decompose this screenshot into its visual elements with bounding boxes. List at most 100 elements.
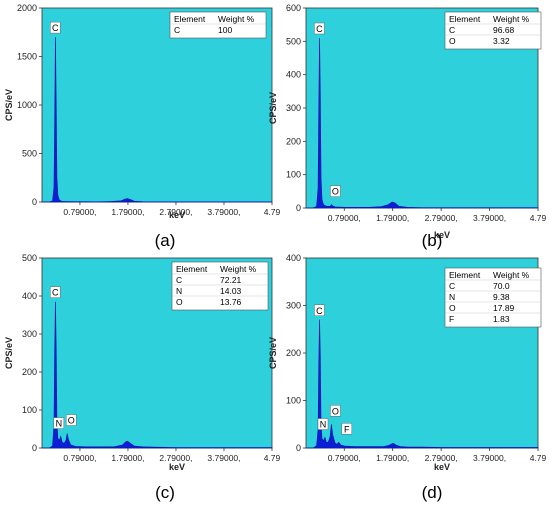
x-tick-label: 3.79000, bbox=[473, 453, 506, 463]
x-tick-label: 0.79000, bbox=[63, 453, 96, 463]
peak-label-c: C bbox=[52, 288, 59, 298]
table-cell-element: F bbox=[449, 314, 454, 324]
table-cell-element: N bbox=[449, 292, 455, 302]
table-header-element: Element bbox=[174, 14, 206, 24]
y-tick-label: 500 bbox=[22, 253, 37, 263]
spectrum-series bbox=[42, 301, 273, 449]
x-tick-label: 2.79000, bbox=[425, 213, 458, 223]
x-tick-label: 2.79000, bbox=[159, 453, 192, 463]
x-tick-label: 4.79 bbox=[530, 453, 547, 463]
x-tick-label: 0.79000, bbox=[328, 213, 361, 223]
peak-label-o: O bbox=[332, 406, 339, 416]
panel-label: (d) bbox=[422, 483, 443, 502]
chart-panel: 0 100 200 300 400 0.79000, 1.79000, 2.79000, 3.7… bbox=[268, 253, 547, 502]
x-tick-label: 3.79000, bbox=[207, 207, 240, 217]
peak-label-c: C bbox=[316, 306, 323, 316]
spectrum-series bbox=[42, 37, 273, 203]
y-axis-label: CPS/eV bbox=[268, 92, 278, 124]
table-cell-weight: 14.03 bbox=[220, 286, 242, 296]
table-cell-element: C bbox=[174, 25, 180, 35]
x-axis-label: keV bbox=[169, 210, 185, 220]
table-header-weight: Weight % bbox=[493, 14, 530, 24]
y-tick-label: 500 bbox=[286, 36, 301, 46]
peak-label-box bbox=[314, 304, 325, 316]
table-cell-weight: 96.68 bbox=[493, 25, 515, 35]
table-cell-element: O bbox=[176, 297, 183, 307]
peak-label-c: C bbox=[52, 23, 59, 33]
chart-panel: 0 100 200 300 400 500 0.79000, 1.79000, 2.79000,… bbox=[4, 253, 281, 502]
peak-label-c: C bbox=[316, 24, 323, 34]
x-tick-label: 1.79000, bbox=[376, 213, 409, 223]
plot-area bbox=[41, 7, 273, 203]
x-tick-label: 1.79000, bbox=[111, 207, 144, 217]
x-tick-label: 4.79 bbox=[530, 213, 547, 223]
peak-label-box bbox=[50, 286, 61, 298]
x-axis-label: keV bbox=[169, 462, 185, 472]
peak-label-box bbox=[330, 405, 341, 417]
y-tick-label: 200 bbox=[286, 136, 301, 146]
peak-label-o: O bbox=[68, 416, 75, 426]
table-cell-element: O bbox=[449, 303, 456, 313]
table-cell-element: C bbox=[176, 275, 182, 285]
y-tick-label: 100 bbox=[286, 170, 301, 180]
peak-label-n: N bbox=[320, 420, 327, 430]
y-tick-label: 1000 bbox=[17, 100, 37, 110]
x-tick-label: 0.79000, bbox=[328, 453, 361, 463]
peak-label-box bbox=[53, 417, 65, 429]
y-tick-label: 0 bbox=[296, 443, 301, 453]
table-cell-element: C bbox=[449, 281, 455, 291]
spectrum-series bbox=[306, 37, 539, 209]
y-tick-label: 500 bbox=[22, 149, 37, 159]
y-tick-label: 0 bbox=[32, 443, 37, 453]
peak-label-n: N bbox=[56, 419, 63, 429]
x-tick-label: 3.79000, bbox=[473, 213, 506, 223]
x-tick-label: 4.79 bbox=[264, 207, 281, 217]
y-axis-label: CPS/eV bbox=[4, 89, 14, 121]
x-tick-label: 1.79000, bbox=[111, 453, 144, 463]
y-tick-label: 600 bbox=[286, 3, 301, 13]
element-table bbox=[169, 11, 267, 39]
table-cell-weight: 9.38 bbox=[493, 292, 510, 302]
spectrum-series bbox=[306, 319, 539, 449]
y-tick-label: 2000 bbox=[17, 3, 37, 13]
table-cell-weight: 70.0 bbox=[493, 281, 510, 291]
y-tick-label: 200 bbox=[22, 367, 37, 377]
y-tick-label: 0 bbox=[296, 203, 301, 213]
peak-label-f: F bbox=[344, 424, 350, 434]
y-tick-label: 400 bbox=[22, 291, 37, 301]
chart-panel: 0 100 200 300 400 500 600 0.79000, 1.79000, 2.790… bbox=[268, 3, 547, 250]
table-header-element: Element bbox=[176, 264, 208, 274]
y-tick-label: 400 bbox=[286, 70, 301, 80]
y-tick-label: 300 bbox=[22, 329, 37, 339]
element-table bbox=[444, 267, 542, 328]
x-tick-label: 2.79000, bbox=[159, 207, 192, 217]
table-cell-weight: 1.83 bbox=[493, 314, 510, 324]
table-header-weight: Weight % bbox=[218, 14, 255, 24]
y-axis-label: CPS/eV bbox=[4, 337, 14, 369]
chart-panel: 0 500 1000 1500 2000 0.79000, 1.79000, 2.79000,… bbox=[4, 3, 281, 250]
x-tick-label: 0.79000, bbox=[63, 207, 96, 217]
y-tick-label: 300 bbox=[286, 301, 301, 311]
table-cell-weight: 72.21 bbox=[220, 275, 242, 285]
table-cell-weight: 17.89 bbox=[493, 303, 515, 313]
table-header-weight: Weight % bbox=[493, 270, 530, 280]
table-header-element: Element bbox=[449, 14, 481, 24]
x-tick-label: 3.79000, bbox=[207, 453, 240, 463]
y-axis-label: CPS/eV bbox=[268, 337, 278, 369]
table-cell-weight: 100 bbox=[218, 25, 232, 35]
table-header-weight: Weight % bbox=[220, 264, 257, 274]
peak-label-o: O bbox=[332, 187, 339, 197]
panel-label: (a) bbox=[155, 231, 176, 250]
x-tick-label: 1.79000, bbox=[376, 453, 409, 463]
table-cell-element: O bbox=[449, 36, 456, 46]
y-tick-label: 400 bbox=[286, 253, 301, 263]
y-tick-label: 1500 bbox=[17, 52, 37, 62]
table-cell-element: C bbox=[449, 25, 455, 35]
x-axis-label: keV bbox=[434, 230, 450, 240]
x-tick-label: 4.79 bbox=[264, 453, 281, 463]
panel-label: (c) bbox=[155, 483, 175, 502]
panel-label: (b) bbox=[422, 231, 443, 250]
y-tick-label: 0 bbox=[32, 197, 37, 207]
